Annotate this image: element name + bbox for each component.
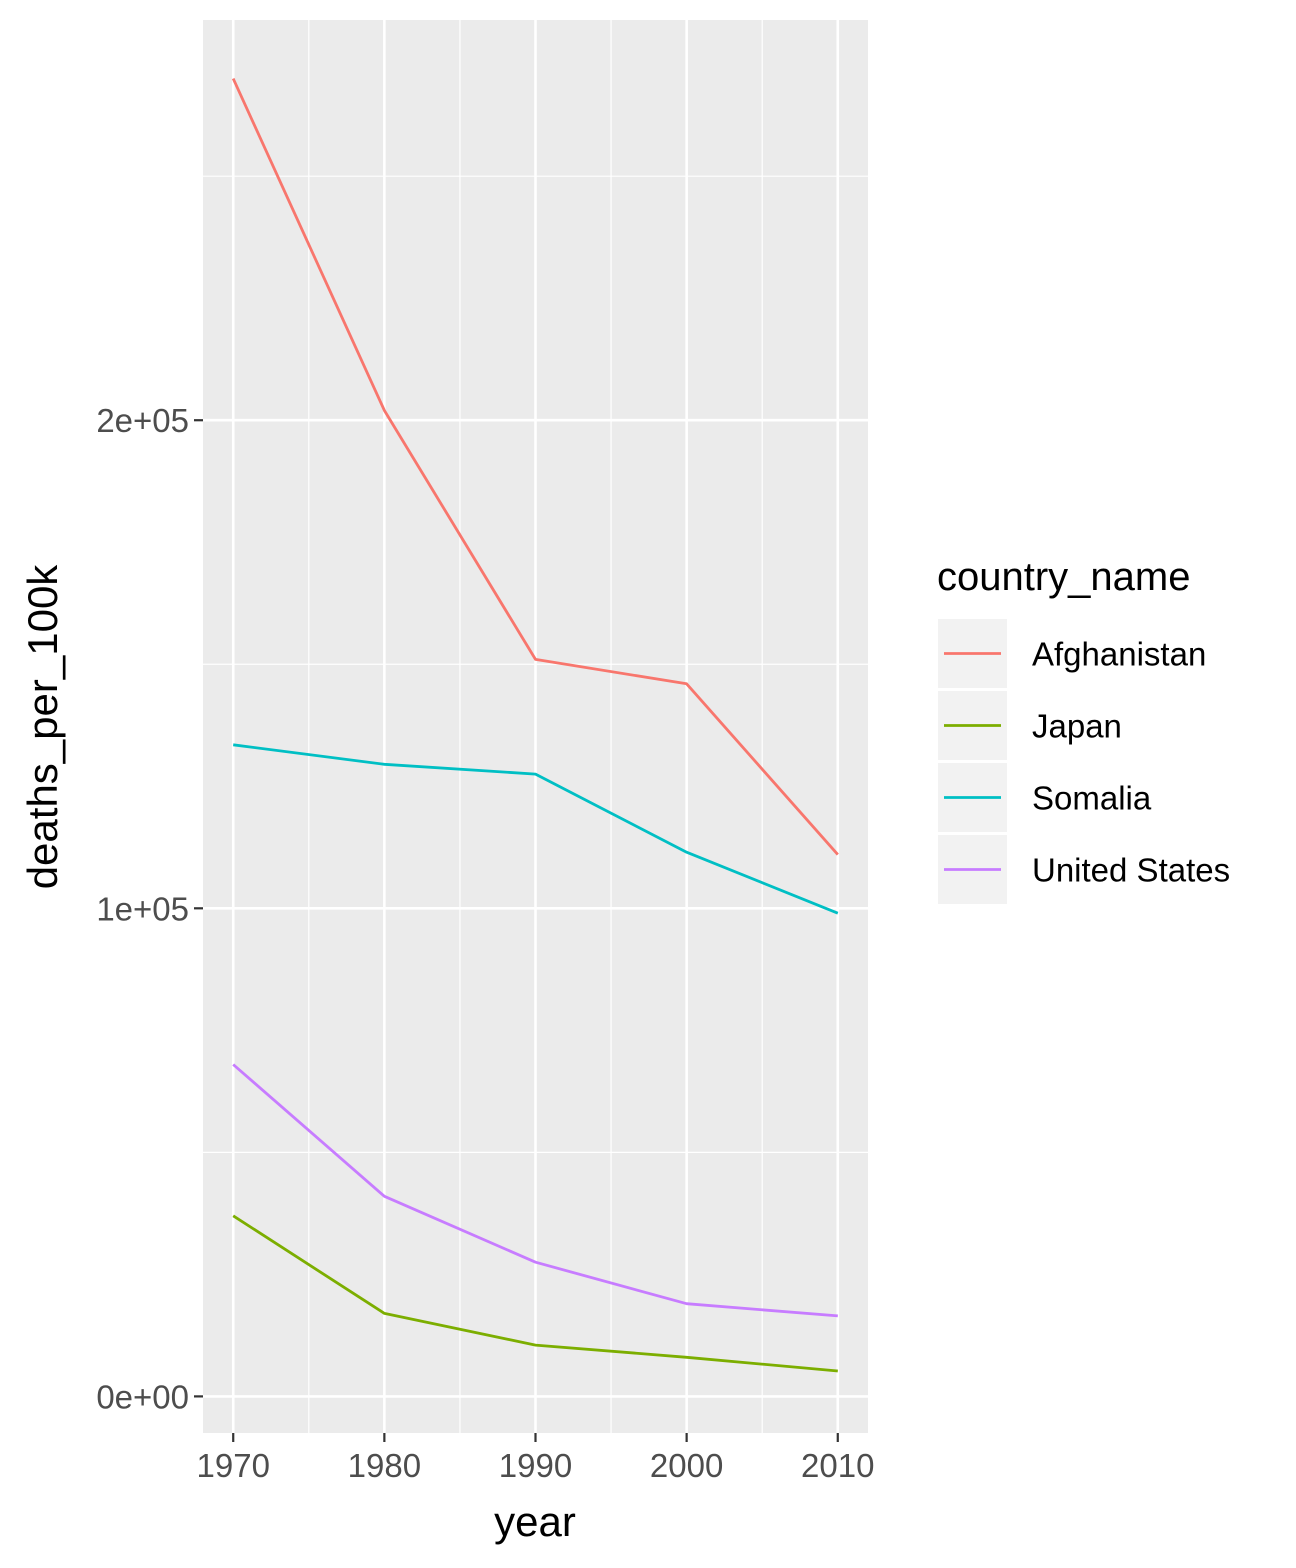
x-tick-label: 2010	[801, 1447, 874, 1484]
series-line-united-states	[232, 1063, 838, 1318]
legend-item: Afghanistan	[938, 619, 1206, 688]
series-line-somalia	[233, 743, 839, 915]
legend-label: United States	[1032, 852, 1230, 889]
x-axis-title: year	[494, 1498, 576, 1545]
y-axis: 0e+00 1e+05 2e+05	[96, 402, 203, 1415]
legend-item: Somalia	[938, 763, 1152, 832]
legend-label: Japan	[1032, 708, 1122, 745]
y-tick-label: 1e+05	[96, 890, 189, 927]
y-tick-label: 2e+05	[96, 402, 189, 439]
legend-item: United States	[938, 835, 1230, 904]
legend-label: Somalia	[1032, 780, 1152, 817]
legend-item: Japan	[938, 691, 1122, 760]
legend: country_name Afghanistan Japan Somalia Unit…	[937, 555, 1230, 904]
legend-label: Afghanistan	[1032, 636, 1206, 673]
series-line-afghanistan	[231, 78, 839, 856]
x-tick-label: 1990	[499, 1447, 572, 1484]
x-axis: 1970 1980 1990 2000 2010	[197, 1433, 874, 1484]
series-line-japan	[232, 1214, 838, 1373]
legend-items: Afghanistan Japan Somalia United States	[938, 619, 1230, 904]
x-tick-label: 1980	[348, 1447, 421, 1484]
major-gridlines	[203, 20, 868, 1433]
x-tick-label: 2000	[650, 1447, 723, 1484]
legend-title: country_name	[937, 555, 1190, 599]
y-tick-label: 0e+00	[96, 1378, 189, 1415]
y-axis-title: deaths_per_100k	[19, 564, 66, 890]
x-tick-label: 1970	[197, 1447, 270, 1484]
series-lines	[231, 78, 839, 1373]
